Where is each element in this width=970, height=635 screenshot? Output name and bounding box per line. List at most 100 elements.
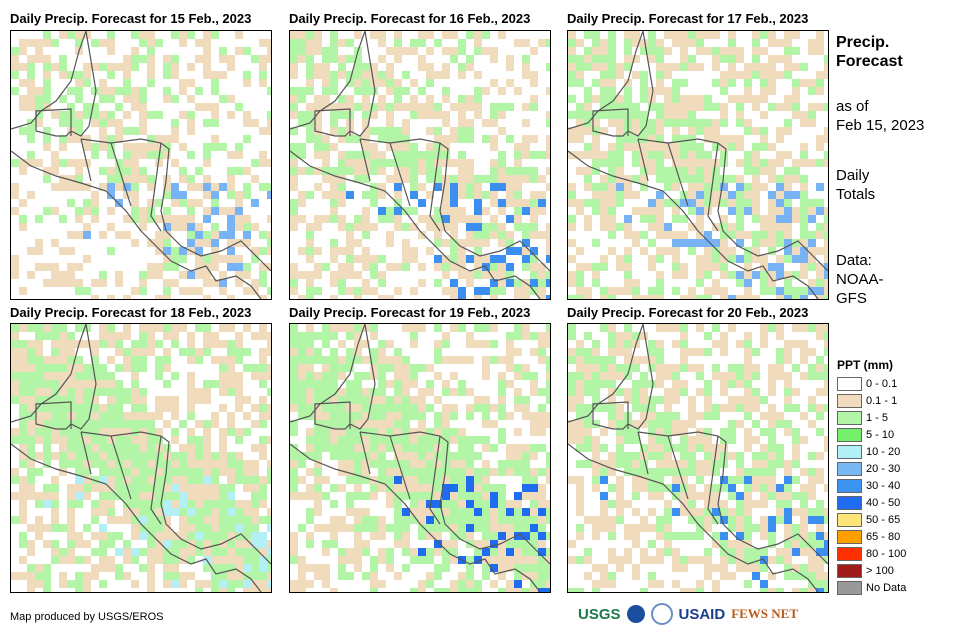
- precip-cell: [338, 556, 346, 564]
- precip-cell: [688, 31, 696, 39]
- precip-cell: [712, 372, 720, 380]
- precip-cell: [11, 191, 19, 199]
- precip-cell: [752, 476, 760, 484]
- precip-cell: [704, 103, 712, 111]
- precip-cell: [402, 364, 410, 372]
- precip-cell: [330, 215, 338, 223]
- precip-cell: [203, 476, 211, 484]
- precip-cell: [728, 47, 736, 55]
- precip-cell: [131, 239, 139, 247]
- precip-cell: [394, 183, 402, 191]
- precip-cell: [584, 295, 592, 299]
- precip-cell: [688, 287, 696, 295]
- precip-cell: [171, 247, 179, 255]
- precip-cell: [584, 428, 592, 436]
- precip-cell: [267, 564, 271, 572]
- precip-cell: [362, 207, 370, 215]
- precip-cell: [688, 127, 696, 135]
- precip-cell: [139, 420, 147, 428]
- precip-cell: [538, 484, 546, 492]
- precip-cell: [506, 348, 514, 356]
- precip-cell: [498, 548, 506, 556]
- precip-cell: [640, 47, 648, 55]
- precip-cell: [688, 159, 696, 167]
- precip-cell: [648, 444, 656, 452]
- precip-cell: [290, 199, 298, 207]
- precip-cell: [243, 500, 251, 508]
- precip-cell: [760, 127, 768, 135]
- precip-cell: [498, 508, 506, 516]
- precip-cell: [816, 572, 824, 580]
- precip-cell: [568, 111, 576, 119]
- precip-cell: [616, 340, 624, 348]
- precip-cell: [59, 428, 67, 436]
- precip-cell: [378, 207, 386, 215]
- precip-cell: [243, 516, 251, 524]
- precip-cell: [211, 468, 219, 476]
- precip-cell: [306, 348, 314, 356]
- precip-cell: [530, 548, 538, 556]
- precip-cell: [346, 548, 354, 556]
- precip-cell: [608, 95, 616, 103]
- precip-cell: [346, 223, 354, 231]
- precip-cell: [450, 460, 458, 468]
- precip-cell: [314, 348, 322, 356]
- precip-cell: [624, 95, 632, 103]
- precip-cell: [155, 428, 163, 436]
- precip-cell: [648, 396, 656, 404]
- precip-cell: [330, 444, 338, 452]
- precip-cell: [99, 143, 107, 151]
- precip-cell: [600, 508, 608, 516]
- precip-cell: [386, 364, 394, 372]
- precip-cell: [616, 223, 624, 231]
- precip-cell: [362, 356, 370, 364]
- precip-cell: [680, 135, 688, 143]
- precip-cell: [530, 167, 538, 175]
- precip-cell: [394, 103, 402, 111]
- precip-cell: [354, 103, 362, 111]
- precip-cell: [434, 167, 442, 175]
- precip-cell: [378, 556, 386, 564]
- precip-cell: [171, 468, 179, 476]
- precip-cell: [67, 332, 75, 340]
- precip-cell: [75, 444, 83, 452]
- precip-cell: [362, 95, 370, 103]
- precip-cell: [784, 287, 792, 295]
- precip-cell: [816, 500, 824, 508]
- precip-cell: [712, 167, 720, 175]
- precip-cell: [11, 324, 19, 332]
- precip-cell: [546, 460, 550, 468]
- precip-cell: [227, 532, 235, 540]
- precip-cell: [131, 167, 139, 175]
- precip-cell: [298, 199, 306, 207]
- precip-cell: [99, 580, 107, 588]
- precip-cell: [608, 247, 616, 255]
- precip-cell: [306, 71, 314, 79]
- precip-cell: [107, 135, 115, 143]
- precip-cell: [322, 444, 330, 452]
- precip-cell: [776, 207, 784, 215]
- precip-cell: [568, 199, 576, 207]
- precip-cell: [147, 460, 155, 468]
- precip-cell: [744, 444, 752, 452]
- precip-cell: [243, 580, 251, 588]
- precip-cell: [530, 532, 538, 540]
- precip-cell: [43, 500, 51, 508]
- precip-cell: [608, 143, 616, 151]
- precip-cell: [11, 71, 19, 79]
- precip-cell: [514, 532, 522, 540]
- precip-cell: [824, 588, 828, 592]
- precip-cell: [760, 452, 768, 460]
- precip-cell: [290, 207, 298, 215]
- precip-cell: [760, 31, 768, 39]
- precip-cell: [402, 239, 410, 247]
- precip-cell: [11, 332, 19, 340]
- precip-cell: [648, 167, 656, 175]
- precip-cell: [776, 484, 784, 492]
- precip-cell: [147, 572, 155, 580]
- precip-cell: [346, 380, 354, 388]
- precip-cell: [35, 516, 43, 524]
- precip-cell: [43, 372, 51, 380]
- precip-cell: [680, 452, 688, 460]
- precip-cell: [386, 119, 394, 127]
